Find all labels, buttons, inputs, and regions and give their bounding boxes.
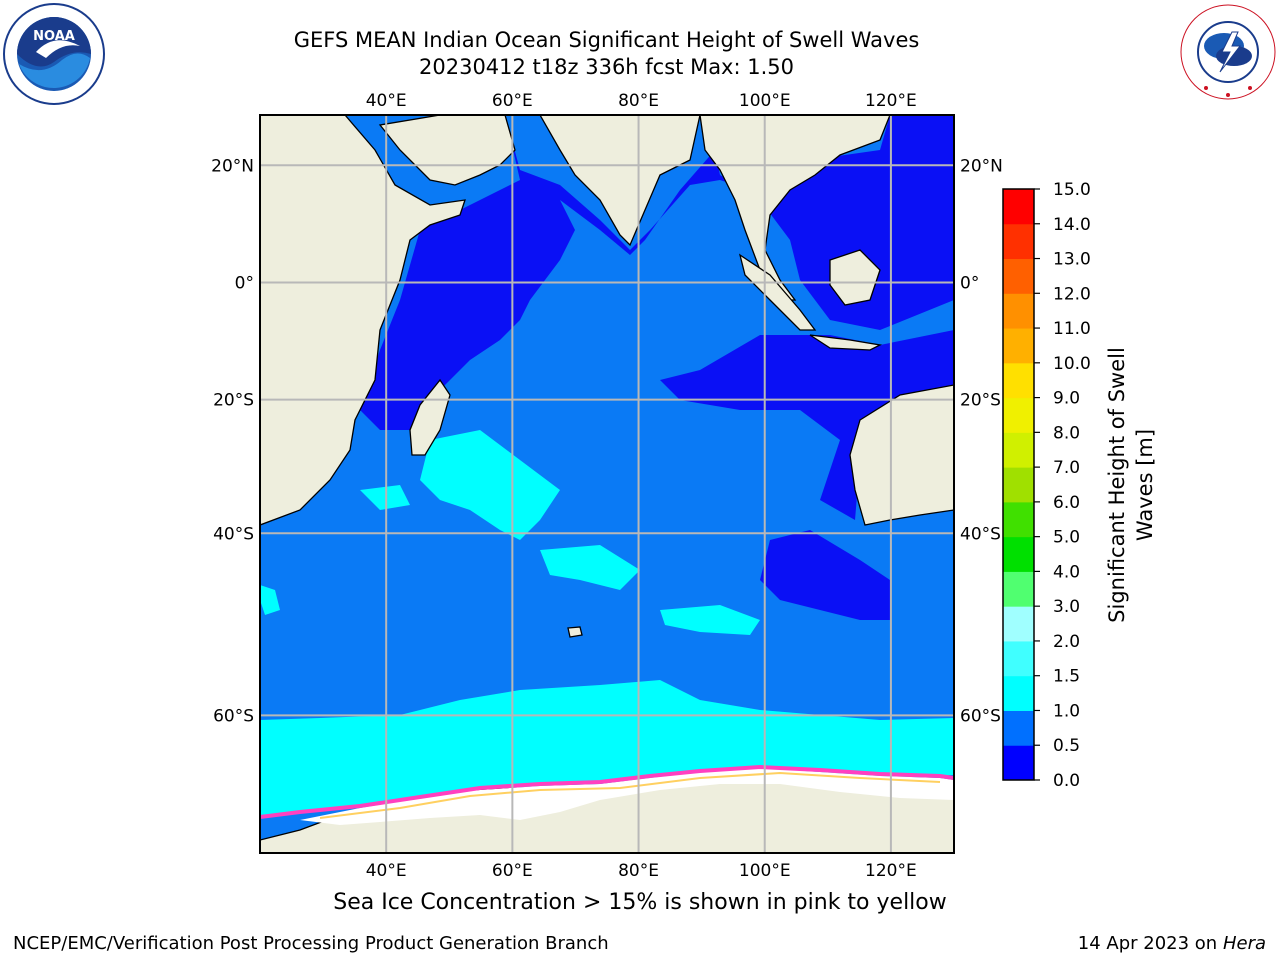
colorbar-tick-label: 5.0 [1053, 528, 1080, 548]
sea-ice-edge-yellow [319, 771, 941, 819]
lat-tick-left: 40°S [213, 524, 254, 544]
colorbar: 0.0 0.5 1.0 1.5 2.0 3.0 4.0 5.0 6.0 7.0 8.0 9.0 10.0… [1002, 180, 1091, 791]
lon-tick-top: 40°E [366, 91, 407, 111]
chart-subtitle: 20230412 t18z 336h fcst Max: 1.50 [419, 55, 794, 79]
colorbar-tick-label: 4.0 [1053, 562, 1080, 582]
lat-tick-left: 20°S [213, 391, 254, 411]
lat-tick-right: 40°S [960, 524, 1001, 544]
ocean-swell-0-0.5-north [355, 115, 954, 430]
colorbar-segment [1003, 536, 1034, 572]
ocean-swell-0-0.5-south-east [760, 530, 890, 620]
colorbar-tick-label: 2.0 [1053, 632, 1080, 652]
lon-tick-top: 60°E [492, 91, 533, 111]
colorbar-segment [1003, 745, 1034, 781]
lon-tick-bottom: 80°E [618, 861, 659, 881]
footer-date: 14 Apr 2023 on Hera [1078, 933, 1266, 954]
colorbar-tick-label: 1.5 [1053, 667, 1080, 687]
colorbar-tick-label: 14.0 [1053, 215, 1091, 235]
footer-credit: NCEP/EMC/Verification Post Processing Pr… [13, 933, 609, 954]
colorbar-tick-label: 3.0 [1053, 597, 1080, 617]
lon-tick-bottom: 120°E [865, 861, 917, 881]
colorbar-tick-label: 0.5 [1053, 736, 1080, 756]
map-area [260, 115, 954, 853]
lat-tick-right: 20°S [960, 391, 1001, 411]
colorbar-segment [1003, 501, 1034, 538]
colorbar-segment [1003, 362, 1034, 399]
lon-tick-top: 120°E [865, 91, 917, 111]
lat-tick-right: 0° [960, 273, 979, 293]
ocean-swell-0-0.5-east [660, 330, 954, 520]
lat-tick-right: 20°N [960, 156, 1003, 176]
footer-date-text: 14 Apr 2023 on [1077, 933, 1223, 954]
land [260, 115, 954, 853]
colorbar-segment [1003, 189, 1034, 225]
ocean-swell-1.0-1.5-west [260, 585, 280, 615]
colorbar-segment [1003, 258, 1034, 294]
lon-tick-bottom: 100°E [739, 861, 791, 881]
colorbar-tick-label: 7.0 [1053, 458, 1080, 478]
colorbar-segment [1003, 467, 1034, 503]
ocean-swell-1.0-1.5-south-band [260, 680, 954, 815]
colorbar-tick-label: 10.0 [1053, 354, 1091, 374]
lat-tick-right: 60°S [960, 706, 1001, 726]
lon-tick-top: 80°E [618, 91, 659, 111]
lat-tick-left: 60°S [213, 706, 254, 726]
sea-ice-caption: Sea Ice Concentration > 15% is shown in … [333, 890, 947, 915]
colorbar-frame [1002, 188, 1035, 781]
colorbar-segment [1003, 432, 1034, 468]
colorbar-segment [1003, 606, 1034, 642]
noaa-logo: NOAA [3, 3, 105, 105]
colorbar-tick-label: 8.0 [1053, 423, 1080, 443]
nws-logo [1180, 4, 1276, 100]
colorbar-segment [1003, 293, 1034, 329]
colorbar-tick-label: 9.0 [1053, 389, 1080, 409]
colorbar-segment [1003, 675, 1034, 711]
sea-ice-edge [260, 764, 954, 819]
colorbar-tick-label: 6.0 [1053, 493, 1080, 513]
colorbar-tick-label: 12.0 [1053, 284, 1091, 304]
sea-ice [300, 768, 954, 825]
colorbar-segment [1003, 397, 1034, 433]
map-tick-labels: 40°E 40°E 60°E 60°E 80°E 80°E 100°E 100°E 120°E 1… [211, 91, 1003, 881]
colorbar-tick-label: 15.0 [1053, 180, 1091, 200]
ocean-swell-1.0-1.5-central [360, 430, 760, 635]
footer-host: Hera [1222, 933, 1266, 954]
colorbar-tick-label: 11.0 [1053, 319, 1091, 339]
lon-tick-top: 100°E [739, 91, 791, 111]
lon-tick-bottom: 40°E [366, 861, 407, 881]
colorbar-segment [1003, 328, 1034, 364]
lat-tick-left: 0° [235, 273, 254, 293]
lon-tick-bottom: 60°E [492, 861, 533, 881]
colorbar-tick-label: 0.0 [1053, 771, 1080, 791]
colorbar-tick-label: 13.0 [1053, 250, 1091, 270]
lat-tick-left: 20°N [211, 156, 254, 176]
colorbar-segment [1003, 640, 1034, 677]
colorbar-segment [1003, 571, 1034, 607]
colorbar-title-line1: Significant Height of Swell [1105, 347, 1129, 623]
graticule [260, 115, 954, 853]
map-frame [259, 114, 955, 854]
colorbar-tick-label: 1.0 [1053, 701, 1080, 721]
colorbar-segment [1003, 710, 1034, 746]
colorbar-segment [1003, 223, 1034, 260]
noaa-logo-text: NOAA [33, 29, 75, 44]
colorbar-title-line2: Waves [m] [1133, 429, 1157, 541]
chart-title: GEFS MEAN Indian Ocean Significant Heigh… [293, 28, 920, 52]
